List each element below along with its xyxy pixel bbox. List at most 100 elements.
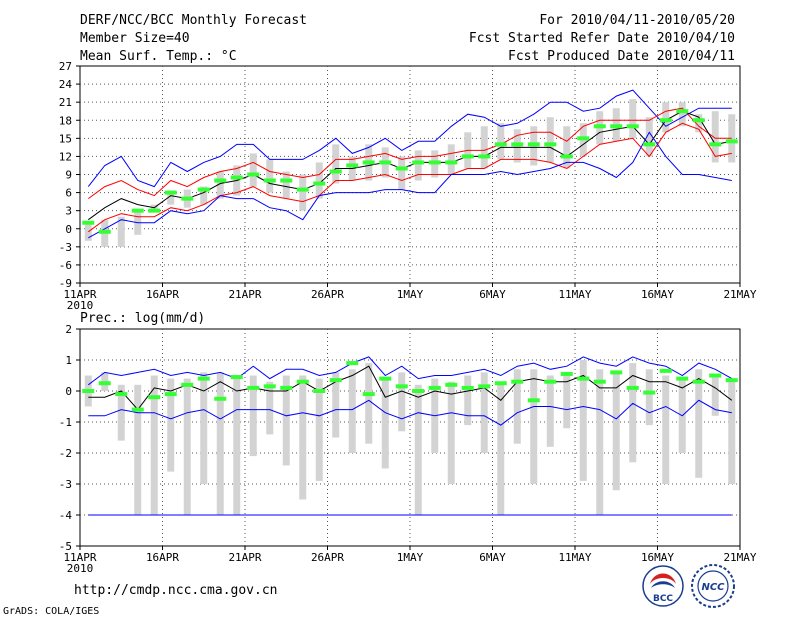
ensemble-bar	[200, 186, 208, 205]
ensemble-bar	[381, 378, 389, 469]
ensemble-bar	[513, 369, 521, 444]
obs-marker	[148, 395, 161, 400]
obs-marker	[280, 178, 293, 183]
obs-marker	[709, 142, 722, 147]
ensemble-bar	[167, 192, 175, 205]
series-upper-line	[88, 107, 732, 200]
obs-marker	[560, 154, 573, 159]
obs-marker	[230, 175, 243, 180]
x-tick-label: 16APR	[146, 551, 179, 564]
obs-marker	[395, 384, 408, 389]
temperature-panel: -9 -6 -3 0 3 6 9 12 15 18 21 24 27 11APR 16APR 21APR 26A…	[59, 60, 757, 312]
obs-marker	[313, 389, 326, 393]
obs-marker	[131, 208, 144, 213]
obs-marker	[692, 118, 705, 123]
ensemble-bar	[117, 384, 125, 441]
series-min-line	[88, 399, 732, 426]
x-tick-label: 11APR	[63, 288, 96, 301]
x-tick-label: 16MAY	[641, 551, 674, 564]
temp-variable-label: Mean Surf. Temp.: °C	[80, 49, 237, 64]
obs-marker	[527, 142, 540, 147]
obs-marker	[610, 124, 623, 129]
ncc-logo: NCC	[691, 564, 735, 608]
ensemble-bar	[249, 375, 257, 457]
obs-marker	[296, 379, 309, 384]
ensemble-bar	[497, 381, 505, 515]
x-tick-year: 2010	[67, 562, 94, 575]
obs-marker	[148, 208, 161, 213]
y-tick-label: -2	[59, 447, 72, 460]
y-tick-label: -1	[59, 416, 72, 429]
y-tick-label: 2	[65, 323, 72, 336]
obs-marker	[544, 379, 557, 384]
obs-marker	[593, 379, 606, 384]
ensemble-bar	[480, 372, 488, 453]
ensemble-bar	[711, 375, 719, 416]
bcc-logo: BCC	[642, 565, 684, 607]
ensemble-bar	[546, 117, 554, 163]
x-tick-label: 6MAY	[479, 551, 506, 564]
obs-marker	[82, 220, 95, 225]
obs-marker	[296, 187, 309, 192]
obs-marker	[676, 376, 689, 381]
y-tick-label: 21	[59, 96, 72, 109]
obs-marker	[725, 139, 738, 144]
ensemble-bar	[728, 381, 736, 484]
x-tick-year: 2010	[67, 299, 94, 312]
obs-marker	[494, 142, 507, 147]
obs-marker	[445, 382, 458, 387]
obs-marker	[313, 181, 326, 186]
x-tick-label: 11APR	[63, 551, 96, 564]
ensemble-bar	[84, 222, 92, 241]
ensemble-bar	[299, 375, 307, 500]
source-url[interactable]: http://cmdp.ncc.cma.gov.cn	[74, 583, 278, 598]
obs-marker	[412, 160, 425, 165]
obs-marker	[676, 109, 689, 114]
ensemble-bar	[629, 363, 637, 463]
ensemble-bar	[662, 375, 670, 484]
series-min-line	[88, 131, 732, 239]
ensemble-bar	[117, 216, 125, 247]
obs-marker	[725, 378, 738, 383]
obs-marker	[197, 187, 210, 192]
ensemble-bar	[167, 378, 175, 472]
ensemble-bar	[282, 171, 290, 199]
obs-marker	[98, 229, 111, 234]
obs-marker	[362, 160, 375, 165]
x-tick-label: 26APR	[311, 551, 344, 564]
series-mean-line	[88, 365, 733, 411]
obs-marker	[527, 398, 540, 403]
ensemble-bar	[200, 372, 208, 484]
ncc-logo-text: NCC	[701, 582, 725, 593]
obs-marker	[478, 154, 491, 159]
obs-marker	[445, 160, 458, 165]
ensemble-bar	[662, 102, 670, 133]
y-tick-label: 27	[59, 60, 72, 73]
ensemble-bar	[497, 123, 505, 160]
obs-marker	[577, 376, 590, 381]
obs-marker	[247, 172, 260, 177]
ensemble-bar	[299, 174, 307, 211]
y-tick-label: -5	[59, 540, 72, 553]
obs-marker	[230, 375, 243, 380]
y-tick-label: 6	[65, 187, 72, 200]
obs-marker	[82, 389, 95, 393]
x-tick-label: 21APR	[228, 288, 261, 301]
ensemble-bar	[233, 375, 241, 515]
x-tick-label: 11MAY	[558, 551, 591, 564]
x-tick-label: 1MAY	[397, 551, 424, 564]
obs-marker	[98, 381, 111, 386]
x-tick-label: 21APR	[228, 551, 261, 564]
obs-marker	[247, 385, 260, 390]
ensemble-bar	[645, 369, 653, 426]
y-tick-label: 9	[65, 169, 72, 182]
obs-marker	[164, 392, 177, 397]
ensemble-bar	[695, 114, 703, 133]
ensemble-bar	[695, 369, 703, 478]
x-tick-label: 16MAY	[641, 288, 674, 301]
obs-marker	[560, 371, 573, 376]
obs-marker	[346, 163, 359, 168]
obs-marker	[643, 142, 656, 147]
ensemble-bar	[398, 372, 406, 432]
